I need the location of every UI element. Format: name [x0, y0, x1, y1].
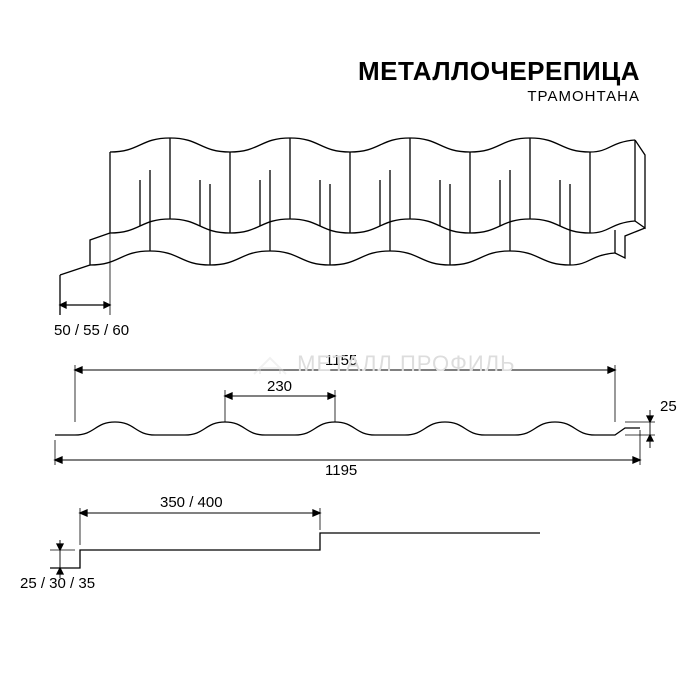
effective-width-label: 1155 — [325, 352, 357, 369]
product-subtitle: ТРАМОНТАНА — [358, 88, 640, 105]
isometric-view — [50, 130, 650, 330]
side-section-view — [40, 500, 560, 590]
edge-depth-label: 50 / 55 / 60 — [54, 322, 129, 339]
drawing-title: МЕТАЛЛОЧЕРЕПИЦА ТРАМОНТАНА — [358, 58, 640, 105]
product-title: МЕТАЛЛОЧЕРЕПИЦА — [358, 58, 640, 84]
profile-height-label: 25 — [660, 398, 677, 415]
total-width-label: 1195 — [325, 462, 357, 479]
wave-pitch-label: 230 — [267, 378, 292, 395]
step-height-label: 25 / 30 / 35 — [20, 575, 95, 592]
step-length-label: 350 / 400 — [160, 494, 223, 511]
